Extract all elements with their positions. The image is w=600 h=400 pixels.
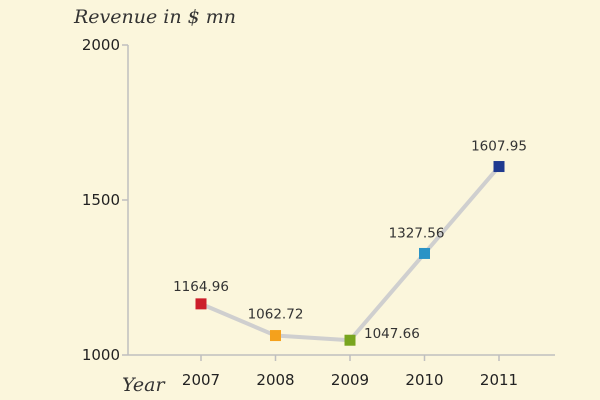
x-tick-label: 2008 (256, 371, 294, 389)
data-point (270, 330, 281, 342)
x-ticks: 2007 2008 2009 2010 2011 (182, 355, 518, 389)
data-point (344, 334, 356, 346)
y-tick-label: 1500 (82, 191, 120, 209)
data-label: 1047.66 (364, 326, 420, 342)
x-axis-title: Year (122, 374, 166, 396)
y-tick-label: 2000 (82, 36, 120, 54)
series-line (200, 165, 501, 343)
data-point (195, 298, 207, 310)
x-tick-label: 2007 (182, 371, 220, 389)
y-axis-title: Revenue in $ mn (73, 6, 236, 28)
y-tick-label: 1000 (82, 346, 120, 364)
data-point (419, 247, 430, 259)
data-points (195, 161, 505, 346)
data-labels: 1164.96 1062.72 1047.66 1327.56 1607.95 (173, 139, 527, 343)
data-label: 1062.72 (248, 307, 304, 323)
y-ticks: 1000 1500 2000 (82, 36, 128, 364)
data-label: 1607.95 (471, 139, 527, 155)
data-label: 1327.56 (389, 225, 445, 241)
x-tick-label: 2010 (405, 371, 443, 389)
data-label: 1164.96 (173, 279, 229, 295)
x-tick-label: 2009 (331, 371, 369, 389)
x-tick-label: 2011 (480, 371, 518, 389)
data-point (493, 161, 505, 173)
